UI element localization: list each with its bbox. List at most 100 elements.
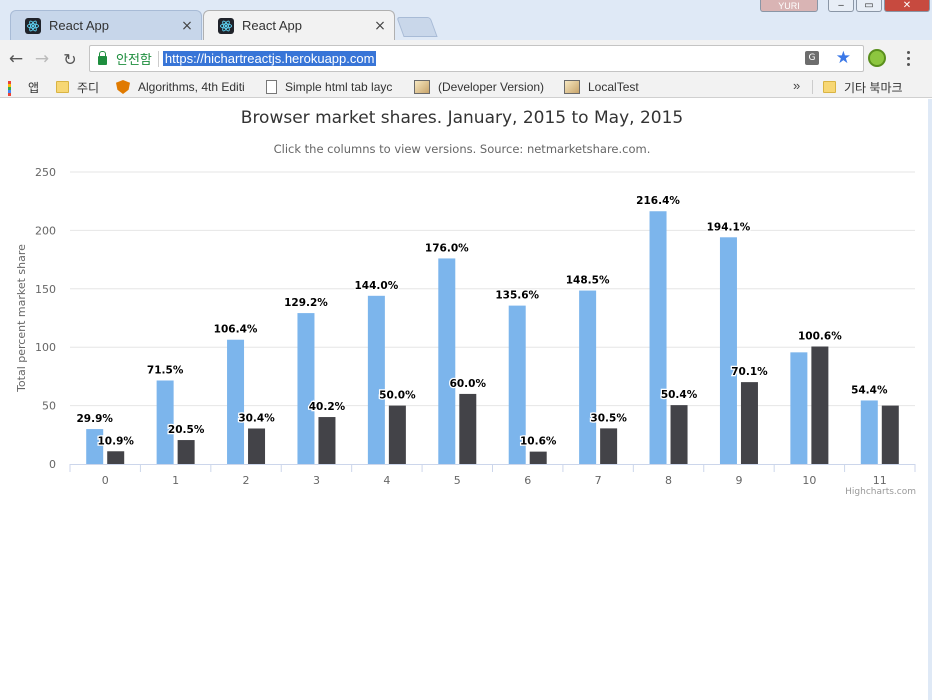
x-tick-label: 4	[383, 474, 390, 487]
bookmark-localtest[interactable]: LocalTest	[564, 78, 654, 96]
x-tick-label: 1	[172, 474, 179, 487]
y-tick-label: 50	[42, 400, 56, 413]
bar-series-2[interactable]	[318, 417, 336, 464]
bar-series-1[interactable]	[86, 429, 104, 464]
y-tick-label: 100	[35, 341, 56, 354]
data-label: 135.6%	[495, 290, 539, 302]
bar-series-1[interactable]	[297, 313, 315, 464]
bar-series-1[interactable]	[367, 295, 385, 464]
chart-subtitle: Click the columns to view versions. Sour…	[273, 142, 651, 156]
bar-series-2[interactable]	[388, 405, 406, 464]
bookmark-label: 앱	[28, 80, 40, 95]
bookmark-folder-judi[interactable]: 주디	[56, 78, 108, 96]
extension-icon[interactable]	[868, 49, 886, 67]
bookmark-simple-html-tab[interactable]: Simple html tab layc	[266, 78, 402, 96]
data-label: 194.1%	[707, 221, 751, 233]
princeton-shield-icon	[116, 80, 130, 94]
data-label: 106.4%	[214, 324, 258, 336]
folder-icon	[823, 81, 836, 93]
data-label: 148.5%	[566, 275, 610, 287]
bar-series-2[interactable]	[740, 382, 758, 464]
maximize-button[interactable]: ▭	[856, 0, 882, 12]
menu-kebab-icon[interactable]	[900, 49, 916, 67]
bar-series-1[interactable]	[649, 211, 667, 464]
translate-icon[interactable]: G	[805, 51, 819, 65]
page-icon	[266, 80, 277, 94]
data-label: 54.4%	[851, 384, 888, 396]
y-tick-label: 200	[35, 224, 56, 237]
minimize-button[interactable]: ‒	[828, 0, 854, 12]
bar-series-1[interactable]	[579, 290, 597, 464]
user-profile-badge[interactable]: YURI	[760, 0, 818, 12]
bookmark-label: Simple html tab layc	[285, 80, 393, 94]
data-label: 30.4%	[238, 412, 275, 424]
x-tick-label: 5	[454, 474, 461, 487]
apps-icon	[8, 81, 20, 96]
tab-title: React App	[49, 18, 109, 33]
new-tab-button[interactable]	[396, 17, 438, 37]
forward-arrow-icon[interactable]: →	[34, 49, 50, 69]
url-text[interactable]: https://hichartreactjs.herokuapp.com	[162, 51, 377, 66]
image-thumbnail-icon	[564, 80, 580, 94]
bookmark-other-folder[interactable]: 기타 북마크	[823, 78, 923, 96]
tab-react-app-inactive[interactable]: React App ×	[10, 10, 202, 40]
chart-title: Browser market shares. January, 2015 to …	[240, 108, 684, 128]
bar-series-2[interactable]	[529, 451, 547, 464]
bar-series-1[interactable]	[438, 258, 456, 464]
data-label: 30.5%	[590, 412, 627, 424]
bar-series-2[interactable]	[670, 405, 688, 464]
browser-toolbar: ← → ↻ 안전함 https://hichartreactjs.herokua…	[0, 40, 932, 76]
bar-series-2[interactable]	[107, 451, 125, 464]
data-label: 40.2%	[309, 401, 346, 413]
bookmark-developer-version[interactable]: (Developer Version)	[414, 78, 554, 96]
bookmarks-overflow-icon[interactable]: »	[793, 78, 801, 93]
lock-icon	[98, 50, 107, 65]
bar-series-2[interactable]	[459, 393, 477, 464]
bar-series-2[interactable]	[600, 428, 618, 464]
bar-series-1[interactable]	[508, 305, 526, 464]
bookmark-apps[interactable]: 앱	[8, 78, 48, 96]
y-tick-label: 250	[35, 166, 56, 179]
bookmark-star-icon[interactable]: ★	[835, 48, 851, 68]
bar-series-2[interactable]	[881, 405, 899, 464]
address-bar[interactable]: 안전함 https://hichartreactjs.herokuapp.com…	[89, 45, 864, 72]
data-label: 50.4%	[661, 389, 698, 401]
bookmark-label: 기타 북마크	[844, 80, 903, 95]
y-tick-label: 0	[49, 458, 56, 471]
x-tick-label: 9	[735, 474, 742, 487]
bar-series-2[interactable]	[811, 346, 829, 464]
tab-react-app-active[interactable]: React App ×	[203, 10, 395, 40]
close-tab-icon[interactable]: ×	[374, 17, 386, 34]
bar-series-1[interactable]	[227, 339, 245, 464]
back-arrow-icon[interactable]: ←	[8, 49, 24, 69]
bookmark-label: Algorithms, 4th Editi	[138, 80, 245, 94]
x-tick-label: 2	[243, 474, 250, 487]
bookmark-label: (Developer Version)	[438, 80, 545, 94]
bookmark-label: 주디	[77, 80, 100, 95]
image-thumbnail-icon	[414, 80, 430, 94]
data-label: 50.0%	[379, 390, 416, 402]
x-tick-label: 10	[802, 474, 816, 487]
bar-series-2[interactable]	[248, 428, 266, 464]
x-tick-label: 0	[102, 474, 109, 487]
folder-icon	[56, 81, 69, 93]
bar-series-2[interactable]	[177, 440, 195, 464]
chart-credits[interactable]: Highcharts.com	[845, 487, 916, 497]
close-tab-icon[interactable]: ×	[181, 17, 193, 34]
bar-series-1[interactable]	[860, 400, 878, 464]
x-tick-label: 3	[313, 474, 320, 487]
data-label: 60.0%	[450, 378, 487, 390]
y-tick-label: 150	[35, 283, 56, 296]
reload-icon[interactable]: ↻	[63, 49, 77, 69]
data-label: 71.5%	[147, 364, 184, 376]
window-right-border	[928, 99, 932, 700]
bookmark-algorithms[interactable]: Algorithms, 4th Editi	[116, 78, 254, 96]
y-axis-title: Total percent market share	[15, 244, 28, 393]
close-window-button[interactable]: ✕	[884, 0, 930, 12]
bar-series-1[interactable]	[790, 352, 808, 464]
bar-series-1[interactable]	[156, 380, 174, 464]
data-label: 144.0%	[355, 280, 399, 292]
data-label: 100.6%	[798, 330, 842, 342]
bar-series-1[interactable]	[719, 237, 737, 464]
bookmark-label: LocalTest	[588, 80, 639, 94]
